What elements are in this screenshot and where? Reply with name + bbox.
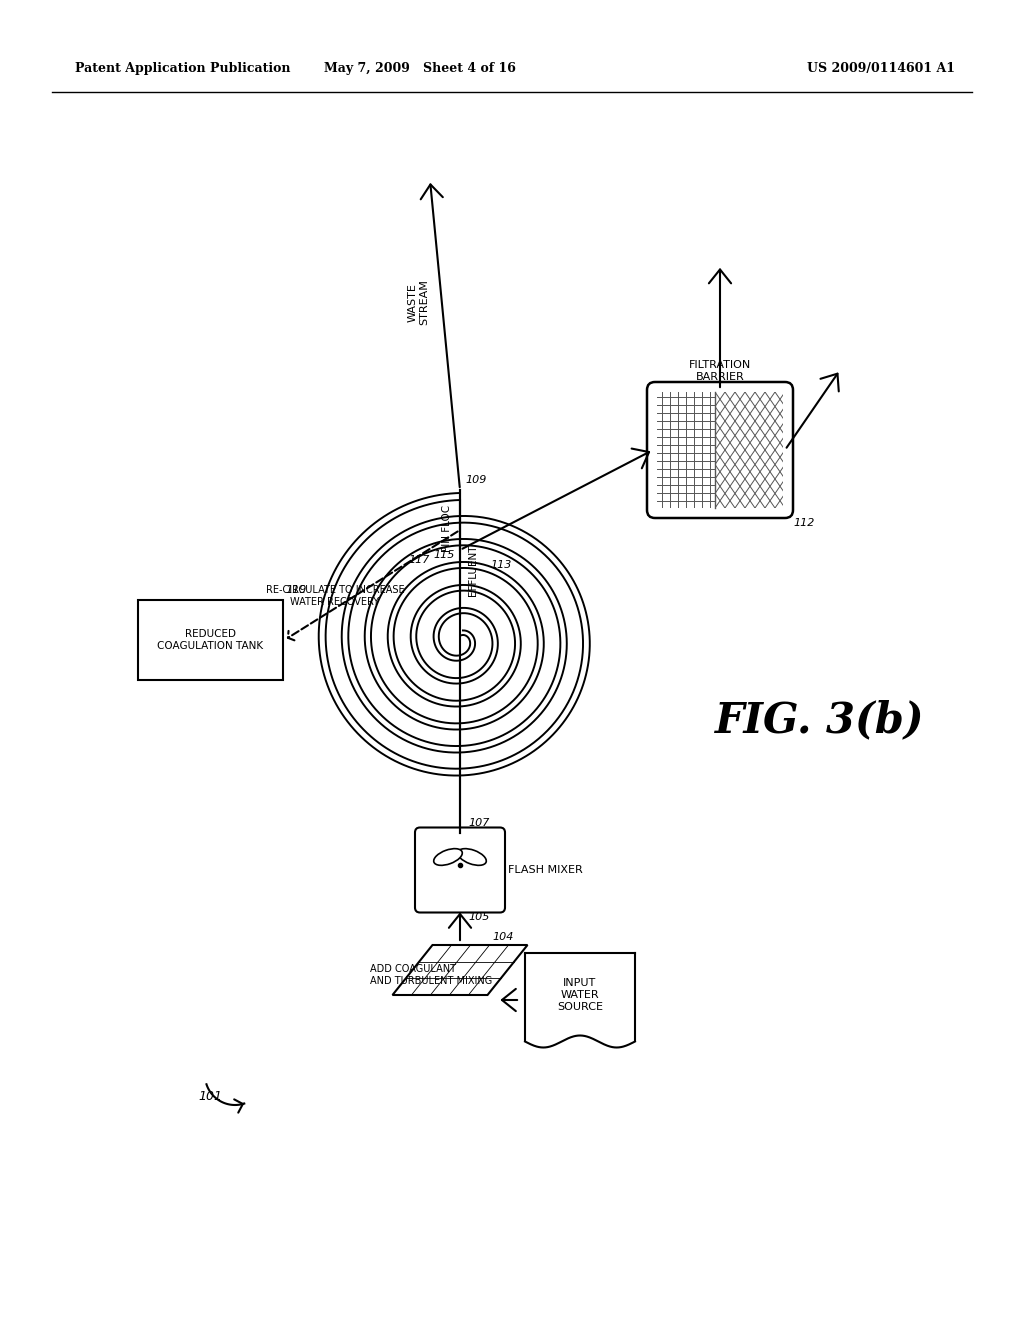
Text: 101: 101 (198, 1090, 222, 1104)
Text: 113: 113 (490, 560, 511, 570)
Text: REDUCED
COAGULATION TANK: REDUCED COAGULATION TANK (157, 630, 263, 651)
Text: 112: 112 (794, 517, 815, 528)
Text: 104: 104 (493, 932, 514, 942)
Text: 105: 105 (468, 912, 489, 923)
Text: RE-CIRCULATE TO INCREASE
WATER RECOVERY: RE-CIRCULATE TO INCREASE WATER RECOVERY (265, 585, 404, 607)
Text: US 2009/0114601 A1: US 2009/0114601 A1 (807, 62, 955, 75)
Ellipse shape (458, 849, 486, 866)
Text: 115: 115 (433, 550, 455, 560)
Text: INPUT
WATER
SOURCE: INPUT WATER SOURCE (557, 978, 603, 1011)
Text: Patent Application Publication: Patent Application Publication (75, 62, 291, 75)
Text: PIN FLOC: PIN FLOC (442, 506, 452, 552)
FancyBboxPatch shape (415, 828, 505, 912)
Bar (657, 392, 715, 508)
Text: 117: 117 (409, 554, 430, 565)
Bar (137, 601, 283, 680)
Text: FILTRATION
BARRIER: FILTRATION BARRIER (689, 360, 752, 381)
Text: 119: 119 (286, 585, 307, 595)
Text: ADD COAGULANT
AND TURBULENT MIXING: ADD COAGULANT AND TURBULENT MIXING (370, 964, 493, 986)
Bar (715, 392, 783, 508)
Text: WASTE
STREAM: WASTE STREAM (408, 280, 429, 326)
Polygon shape (392, 945, 527, 995)
Text: FLASH MIXER: FLASH MIXER (508, 865, 583, 875)
Text: May 7, 2009   Sheet 4 of 16: May 7, 2009 Sheet 4 of 16 (324, 62, 516, 75)
Text: EFFLUENT: EFFLUENT (468, 545, 478, 597)
FancyBboxPatch shape (647, 381, 793, 517)
Text: 109: 109 (465, 475, 486, 484)
Text: FIG. 3(b): FIG. 3(b) (715, 700, 925, 741)
Text: 107: 107 (468, 817, 489, 828)
Ellipse shape (434, 849, 462, 866)
